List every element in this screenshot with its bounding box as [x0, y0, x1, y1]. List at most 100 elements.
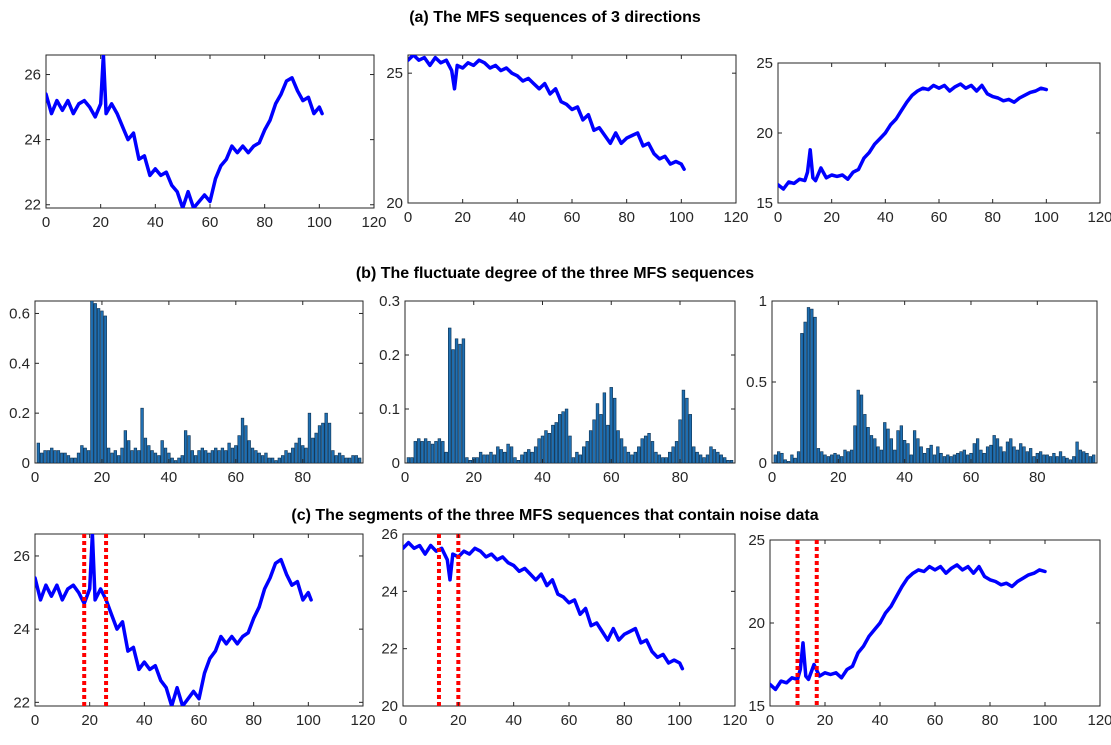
panel-b1-bar — [224, 450, 228, 463]
panel-a2-ytick-label: 20 — [386, 195, 403, 212]
panel-b3-axes-box — [771, 300, 1098, 464]
panel-b2-ytick-label: 0.3 — [379, 293, 400, 310]
panel-b2-bar — [702, 457, 706, 463]
panel-b3-bar — [840, 456, 844, 463]
panel-b3-bar — [989, 444, 993, 463]
panel-c3: 0 20 40 60 80 100 120 15 20 25 — [748, 532, 1111, 729]
panel-b1-bar — [76, 452, 81, 463]
panel-b1-bar — [66, 455, 71, 463]
panel-b1-bar — [123, 430, 128, 463]
panel-b2-bar — [640, 438, 644, 463]
panel-c2-ytick-label: 24 — [381, 583, 398, 600]
panel-b2-bar — [657, 454, 662, 463]
panel-b1-bar — [180, 455, 184, 463]
panel-c2-plot-area — [403, 534, 685, 706]
panel-b1-bar — [53, 450, 57, 463]
panel-b3-bar — [946, 454, 950, 463]
panel-b3-bar — [816, 448, 821, 463]
panel-b1-bar — [140, 407, 144, 463]
panel-b3-bar — [823, 454, 827, 463]
panel-a1-ytick-label: 24 — [24, 132, 41, 149]
panel-b3-bar — [982, 452, 986, 463]
panel-b1-bar — [106, 447, 111, 463]
panel-b2-bar — [575, 451, 579, 463]
panel-b3-bar — [873, 438, 877, 463]
panel-b1-bar — [237, 435, 241, 463]
panel-b3-bar — [1092, 454, 1096, 463]
panel-b2-bar — [637, 446, 641, 463]
panel-b2-bar — [461, 338, 466, 463]
panel-b2-bar — [417, 438, 421, 463]
panel-a3-xtick-label: 100 — [1034, 209, 1059, 226]
panel-b2-bar — [444, 451, 448, 463]
panel-b2-bar — [626, 451, 631, 463]
panel-a3-xtick-label: 20 — [823, 209, 840, 226]
panel-b3-bar — [1058, 451, 1063, 463]
panel-b1-bar — [60, 452, 64, 463]
panel-b1-ytick-label: 0 — [22, 455, 30, 472]
panel-b1-bar — [331, 450, 335, 463]
panel-b1-bar — [120, 447, 124, 463]
panel-b3-bar — [1078, 449, 1083, 463]
panel-a1-xtick-label: 80 — [256, 214, 273, 231]
panel-b2-bar — [537, 438, 541, 463]
panel-b3-bar — [959, 451, 963, 463]
panel-b2-bar — [726, 459, 730, 463]
panel-b3-bar — [826, 456, 831, 463]
panel-b1-bar — [294, 442, 298, 463]
panel-b3-bar — [962, 449, 966, 463]
panel-b2-bar — [516, 459, 521, 463]
panel-b3-bar — [1052, 452, 1056, 463]
panel-b1-bar — [307, 412, 312, 463]
panel-b2-bar — [619, 438, 624, 463]
panel-b2-bar — [719, 454, 723, 463]
panel-b1-bar — [324, 412, 328, 463]
panel-b3-bar — [843, 449, 847, 463]
panel-b3-bar — [939, 452, 943, 463]
panel-b1-bar — [117, 455, 121, 463]
panel-b1-bar — [291, 447, 295, 463]
panel-b1-bar — [267, 457, 271, 463]
panel-b3-bar — [773, 454, 777, 463]
panel-b3: 0 20 40 60 80 0 0.5 1 — [746, 293, 1098, 486]
panel-b2-bar — [623, 446, 627, 463]
panel-c1-ytick-label: 26 — [13, 548, 30, 565]
panel-b2-bar — [647, 432, 651, 463]
panel-b2-bar — [558, 414, 562, 463]
panel-b1-bar — [40, 452, 44, 463]
panel-b1-ytick-label: 0.6 — [9, 305, 30, 322]
panel-b2-bar — [688, 414, 692, 463]
panel-b1-bar — [147, 445, 151, 463]
panel-c3-xtick-label: 40 — [872, 712, 889, 729]
panel-c1-xtick-label: 80 — [245, 712, 262, 729]
panel-b2-bar — [606, 424, 610, 463]
panel-c1-xtick-label: 100 — [296, 712, 321, 729]
panel-b3-plot-area — [773, 307, 1096, 463]
panel-b2-bar — [448, 327, 452, 463]
panel-b2-bar — [654, 451, 658, 463]
panel-b3-bar — [1019, 443, 1023, 463]
panel-b2-bar — [664, 457, 668, 463]
panel-b1-bar — [43, 450, 47, 463]
panel-b1-bar — [200, 447, 204, 463]
panel-b2-bar — [582, 446, 586, 463]
panel-b3-bar — [1045, 454, 1049, 463]
panel-b2-bar — [441, 441, 445, 463]
panel-b3-bar — [853, 425, 857, 463]
panel-b3-bar — [786, 461, 791, 463]
panel-b2-bar — [468, 459, 472, 463]
panel-b1-bar — [287, 452, 292, 463]
panel-a3-xtick-label: 40 — [877, 209, 894, 226]
row-b-title: (b) The fluctuate degree of the three MF… — [356, 265, 754, 282]
panel-c2-xtick-label: 60 — [561, 712, 578, 729]
panel-b2-bar — [568, 435, 572, 463]
panel-b3-bar — [780, 452, 784, 463]
panel-a2-xtick-label: 80 — [618, 209, 635, 226]
panel-b1-bar — [260, 455, 265, 463]
panel-b1-bar — [113, 450, 117, 463]
panel-b2-bar — [458, 343, 462, 463]
panel-b2-bar — [544, 430, 548, 463]
